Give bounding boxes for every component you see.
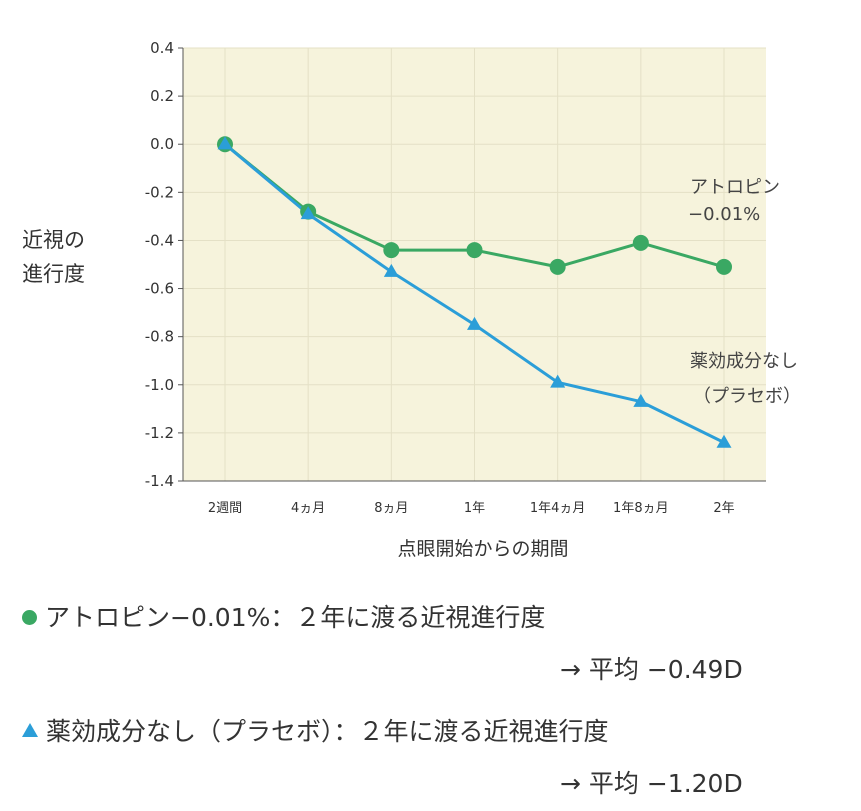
triangle-marker-icon (22, 723, 38, 737)
x-tick-label: 2週間 (208, 501, 242, 516)
atropine-annotation-line1: アトロピン (690, 177, 780, 198)
y-tick-label: 0.4 (150, 39, 174, 57)
y-tick-label: -0.8 (145, 328, 174, 346)
data-point-triangle (467, 316, 482, 330)
data-point-circle (383, 242, 400, 259)
legend-placebo-text: 薬効成分なし（プラセボ）：２年に渡る近視進行度 (46, 717, 609, 746)
placebo-annotation-line1: 薬効成分なし (690, 351, 798, 372)
data-point-circle (466, 242, 483, 259)
x-tick-label: 2年 (713, 501, 734, 516)
series-group (217, 136, 732, 448)
x-tick-label: 1年8ヵ月 (613, 501, 669, 516)
legend-item-placebo: 薬効成分なし（プラセボ）：２年に渡る近視進行度 (22, 712, 609, 748)
x-tick-label: 8ヵ月 (374, 501, 408, 516)
y-axis-ticks: 0.4 0.2 0.0 -0.2 -0.4 -0.6 -0.8 -1.0 -1.2 -1.4 (145, 39, 174, 490)
y-tick-label: -1.0 (145, 376, 174, 394)
y-tick-label: -1.2 (145, 424, 174, 442)
x-axis-label: 点眼開始からの期間 (397, 538, 568, 560)
y-axis-label-line2: 進行度 (22, 262, 85, 286)
data-point-circle (549, 258, 566, 275)
data-point-triangle (217, 136, 233, 150)
data-point-triangle (550, 374, 566, 388)
data-point-triangle (633, 393, 649, 407)
atropine-annotation-line2: −0.01% (688, 204, 760, 225)
data-point-triangle (383, 263, 399, 277)
y-tick-label: -0.2 (145, 183, 174, 201)
data-point-circle (716, 258, 732, 275)
legend-atropine-average: → 平均 −0.49D (560, 655, 743, 684)
legend-item-atropine: アトロピン−0.01%：２年に渡る近視進行度 (22, 598, 545, 634)
x-tick-label: 4ヵ月 (291, 501, 325, 516)
y-tick-label: -0.6 (145, 280, 174, 298)
line-chart: 0.4 0.2 0.0 -0.2 -0.4 -0.6 -0.8 -1.0 -1.2 -1.4 2週… (22, 39, 801, 560)
y-axis-label-line1: 近視の (22, 228, 85, 252)
data-point-circle (632, 234, 649, 251)
data-point-triangle (300, 206, 316, 220)
circle-marker-icon (22, 609, 37, 625)
data-point-triangle (716, 434, 732, 448)
placebo-annotation-line2: （プラセボ） (693, 386, 801, 407)
x-tick-label: 1年4ヵ月 (530, 501, 586, 516)
y-tick-label: 0.0 (150, 135, 174, 153)
y-tick-label: -0.4 (145, 231, 174, 249)
legend-atropine-text: アトロピン−0.01%：２年に渡る近視進行度 (45, 603, 546, 632)
x-axis-ticks: 2週間 4ヵ月 8ヵ月 1年 1年4ヵ月 1年8ヵ月 2年 (208, 501, 735, 516)
y-tick-label: 0.2 (150, 87, 174, 105)
y-tick-label: -1.4 (145, 472, 174, 490)
x-tick-label: 1年 (464, 501, 485, 516)
grid-lines (178, 47, 766, 482)
legend-placebo-average: → 平均 −1.20D (560, 769, 743, 798)
